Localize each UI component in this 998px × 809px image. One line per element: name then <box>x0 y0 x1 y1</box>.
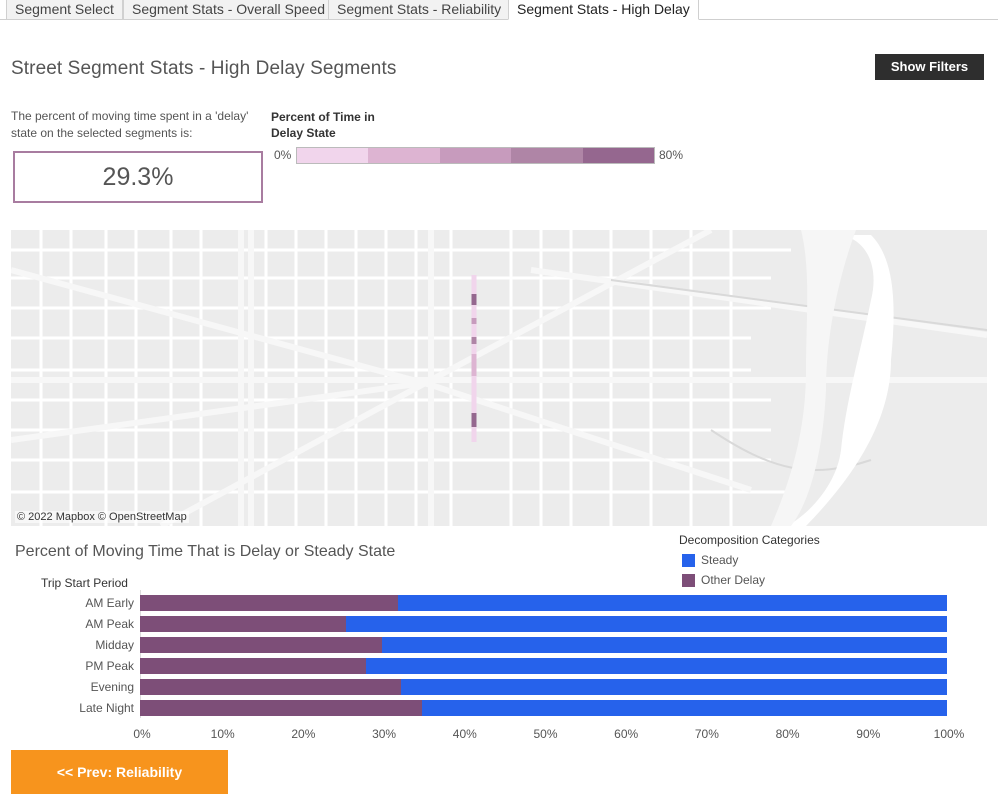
prev-reliability-button[interactable]: << Prev: Reliability <box>11 750 228 794</box>
legend-item-other-delay[interactable]: Other Delay <box>682 573 765 587</box>
kpi-value-box: 29.3% <box>13 151 263 203</box>
x-tick-label: 50% <box>533 727 558 741</box>
category-label: AM Early <box>85 596 134 610</box>
delay-legend-swatch-2 <box>439 148 512 163</box>
x-tick-label: 100% <box>933 727 965 741</box>
show-filters-button[interactable]: Show Filters <box>875 54 984 80</box>
delay-legend-swatch-4 <box>582 148 655 163</box>
map-basemap <box>11 230 987 526</box>
x-tick-label: 80% <box>775 727 800 741</box>
bar-segment[interactable] <box>140 679 401 695</box>
delay-legend-max: 80% <box>659 148 684 162</box>
bar-segment[interactable] <box>140 637 383 653</box>
x-tick-label: 30% <box>372 727 397 741</box>
map-credit: © 2022 Mapbox © OpenStreetMap <box>15 511 189 523</box>
chart-baseline <box>140 590 141 718</box>
decomposition-legend-title: Decomposition Categories <box>679 533 820 547</box>
delay-legend-swatch-1 <box>368 148 440 163</box>
bar-segment[interactable] <box>140 616 346 632</box>
tab-segment-select[interactable]: Segment Select <box>6 0 123 20</box>
steady-swatch <box>682 553 695 567</box>
category-label: PM Peak <box>85 659 134 673</box>
y-axis-title: Trip Start Period <box>41 576 128 590</box>
x-tick-label: 90% <box>856 727 881 741</box>
chart-title: Percent of Moving Time That is Delay or … <box>15 543 396 560</box>
tab-reliability[interactable]: Segment Stats - Reliability <box>328 0 511 20</box>
kpi-value: 29.3% <box>102 162 174 191</box>
page-title: Street Segment Stats - High Delay Segmen… <box>11 58 397 79</box>
delay-legend-min: 0% <box>274 148 292 162</box>
legend-label-steady: Steady <box>701 553 739 567</box>
bar-segment[interactable] <box>400 679 947 695</box>
tab-bar: Segment Select Segment Stats - Overall S… <box>0 0 998 20</box>
bar-segment[interactable] <box>422 700 947 716</box>
x-tick-label: 0% <box>133 727 151 741</box>
delay-legend-title: Percent of Time in Delay State <box>271 110 375 140</box>
x-tick-label: 20% <box>291 727 316 741</box>
bar-segment[interactable] <box>140 658 366 674</box>
delay-legend-color-ramp <box>296 147 655 164</box>
street-map[interactable]: © 2022 Mapbox © OpenStreetMap <box>11 230 987 526</box>
x-tick-label: 60% <box>614 727 639 741</box>
tab-high-delay[interactable]: Segment Stats - High Delay <box>508 0 699 20</box>
bar-segment[interactable] <box>398 595 947 611</box>
bar-segment[interactable] <box>382 637 947 653</box>
delay-legend-swatch-0 <box>297 148 369 163</box>
category-label: AM Peak <box>85 617 134 631</box>
x-tick-label: 40% <box>452 727 477 741</box>
category-label: Late Night <box>79 701 134 715</box>
tab-overall-speed[interactable]: Segment Stats - Overall Speed <box>123 0 334 20</box>
x-tick-label: 10% <box>210 727 235 741</box>
bar-segment[interactable] <box>365 658 947 674</box>
bar-segment[interactable] <box>140 595 399 611</box>
bar-segment[interactable] <box>345 616 947 632</box>
bar-segment[interactable] <box>140 700 423 716</box>
legend-item-steady[interactable]: Steady <box>682 553 738 567</box>
kpi-description: The percent of moving time spent in a 'd… <box>11 109 249 140</box>
category-label: Evening <box>90 680 134 694</box>
delay-legend-swatch-3 <box>511 148 583 163</box>
other-delay-swatch <box>682 573 695 587</box>
legend-label-other-delay: Other Delay <box>701 573 766 587</box>
x-tick-label: 70% <box>694 727 719 741</box>
category-label: Midday <box>95 638 134 652</box>
